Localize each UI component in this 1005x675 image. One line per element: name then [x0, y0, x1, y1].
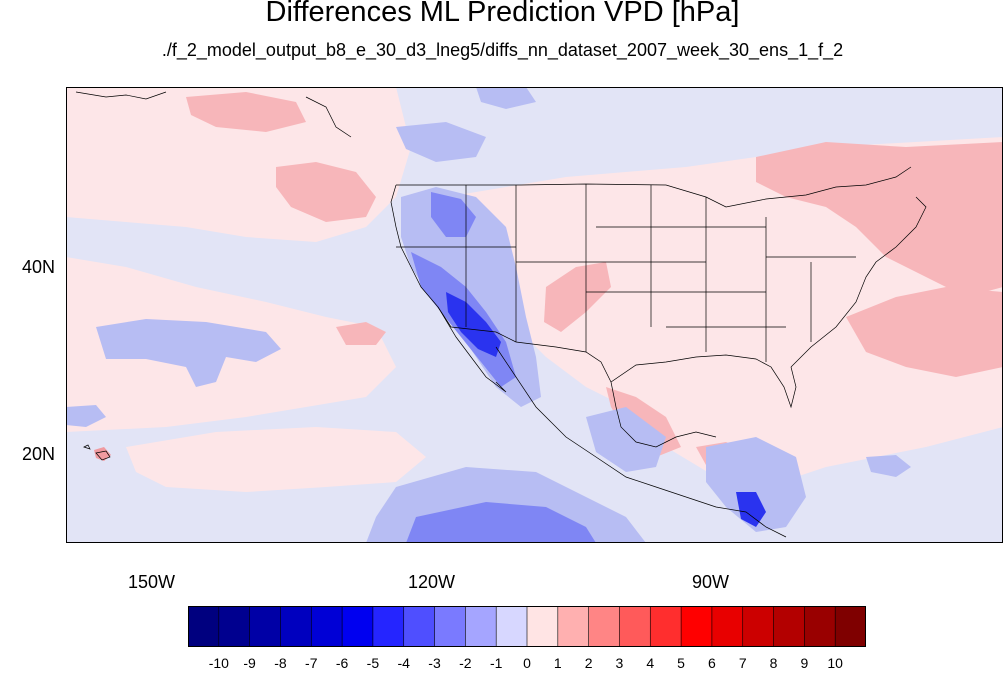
- pink-patch-central-pacific: [336, 322, 386, 345]
- us-west-coast: [390, 184, 452, 328]
- lat-label-40n: 40N: [22, 257, 56, 277]
- colorbar-outline: [188, 606, 866, 647]
- blue-region-southwest-dark: [446, 292, 501, 357]
- colorbar-tick-label: 9: [800, 655, 809, 671]
- map-frame-border: [66, 87, 1003, 543]
- blue-region-central-america-dark: [736, 492, 766, 527]
- us-canada-border: [396, 166, 912, 208]
- pink-region-pacific-south: [126, 427, 426, 492]
- pink-patch-hawaii: [94, 447, 111, 461]
- pink-patch-atlantic: [846, 287, 1003, 377]
- mexico-west-coast: [495, 346, 687, 498]
- colorbar-tick-label: 6: [708, 655, 716, 671]
- colorbar-tick-label: -8: [274, 655, 287, 671]
- colorbar-tick-labels: -10 -9 -8 -7 -6 -5 -4 -3 -2 -1 0 1 2 3 4 5 6 7 8 9 10: [0, 655, 1005, 675]
- us-east-coast: [790, 196, 927, 368]
- colorbar-swatch: [773, 606, 805, 647]
- colorbar-swatch: [588, 606, 621, 647]
- colorbar-swatch: [249, 606, 282, 647]
- colorbar-swatch: [680, 606, 713, 647]
- colorbar-tick-label: -4: [397, 655, 410, 671]
- colorbar-tick-label: -9: [243, 655, 256, 671]
- map-panel: [66, 87, 1003, 543]
- colorbar-tick-label: 2: [584, 655, 593, 671]
- colorbar-swatch: [218, 606, 251, 647]
- blue-region-mid-atlantic: [866, 455, 911, 477]
- lon-label-90w: 90W: [692, 572, 730, 592]
- central-america: [685, 496, 787, 538]
- blue-region-south-pacific-mid: [406, 502, 596, 543]
- blue-region-northwest: [431, 192, 476, 237]
- colorbar-swatch: [310, 606, 343, 647]
- colorbar-swatch: [619, 606, 651, 647]
- colorbar-swatch: [557, 606, 590, 647]
- colorbar: [188, 606, 866, 647]
- colorbar-swatch: [649, 606, 682, 647]
- colorbar-swatch: [280, 606, 312, 647]
- colorbar-tick-label: 0: [523, 655, 531, 671]
- colorbar-tick-label: -6: [335, 655, 349, 671]
- colorbar-tick-label: 1: [553, 655, 562, 671]
- mexico-gulf-coast: [610, 381, 717, 448]
- blue-region-central-pacific: [96, 319, 281, 387]
- colorbar-tick-label: -1: [489, 655, 503, 671]
- colorbar-tick-label: 5: [677, 655, 685, 671]
- blue-region-caribbean: [706, 437, 806, 532]
- colorbar-tick-label: -10: [208, 655, 229, 671]
- map-title: Differences ML Prediction VPD [hPa]: [265, 0, 740, 28]
- pink-patch-pacific-nw: [276, 162, 376, 222]
- lon-label-150w: 150W: [128, 572, 176, 592]
- colorbar-tick-label: 10: [827, 655, 843, 671]
- hawaii-outline: [83, 444, 111, 461]
- colorbar-swatch: [341, 606, 374, 647]
- colorbar-swatch: [372, 606, 405, 647]
- political-boundaries: [75, 91, 927, 538]
- colorbar-tick-label: -2: [459, 655, 472, 671]
- map-subtitle: ./f_2_model_output_b8_e_30_d3_lneg5/diff…: [161, 40, 844, 60]
- lat-label-20n: 20N: [22, 444, 56, 464]
- colorbar-swatch: [804, 606, 836, 647]
- colorbar-swatch: [526, 606, 559, 647]
- colorbar-tick-label: -5: [366, 655, 380, 671]
- lon-label-120w: 120W: [408, 572, 456, 592]
- colorbar-tick-label: -7: [305, 655, 318, 671]
- baja-california: [437, 306, 507, 393]
- canada-coast: [75, 91, 352, 138]
- blue-region-pacific-west: [66, 405, 106, 427]
- pink-patch-pacific-top: [186, 92, 306, 132]
- gulf-coast: [610, 354, 797, 409]
- colorbar-swatch: [403, 606, 436, 647]
- colorbar-tick-label: -3: [428, 655, 441, 671]
- blue-region-pacific-top2: [476, 87, 536, 109]
- colorbar-swatch: [742, 606, 775, 647]
- colorbar-swatch: [434, 606, 466, 647]
- colorbar-swatch: [711, 606, 744, 647]
- colorbar-tick-label: 3: [615, 655, 624, 671]
- colorbar-swatch: [834, 606, 866, 647]
- blue-region-pacific-top: [396, 122, 486, 162]
- colorbar-tick-label: 8: [769, 655, 778, 671]
- us-mexico-border: [450, 326, 612, 383]
- blue-region-gulf: [586, 407, 666, 472]
- colorbar-tick-label: 4: [646, 655, 655, 671]
- pink-patch-northeast: [756, 142, 1003, 297]
- colorbar-swatch: [465, 606, 497, 647]
- vpd-difference-map: [66, 87, 1003, 543]
- colorbar-swatch: [495, 606, 528, 647]
- colorbar-tick-label: 7: [738, 655, 747, 671]
- colorbar-swatch: [188, 606, 220, 647]
- pink-patch-rockies: [544, 262, 611, 332]
